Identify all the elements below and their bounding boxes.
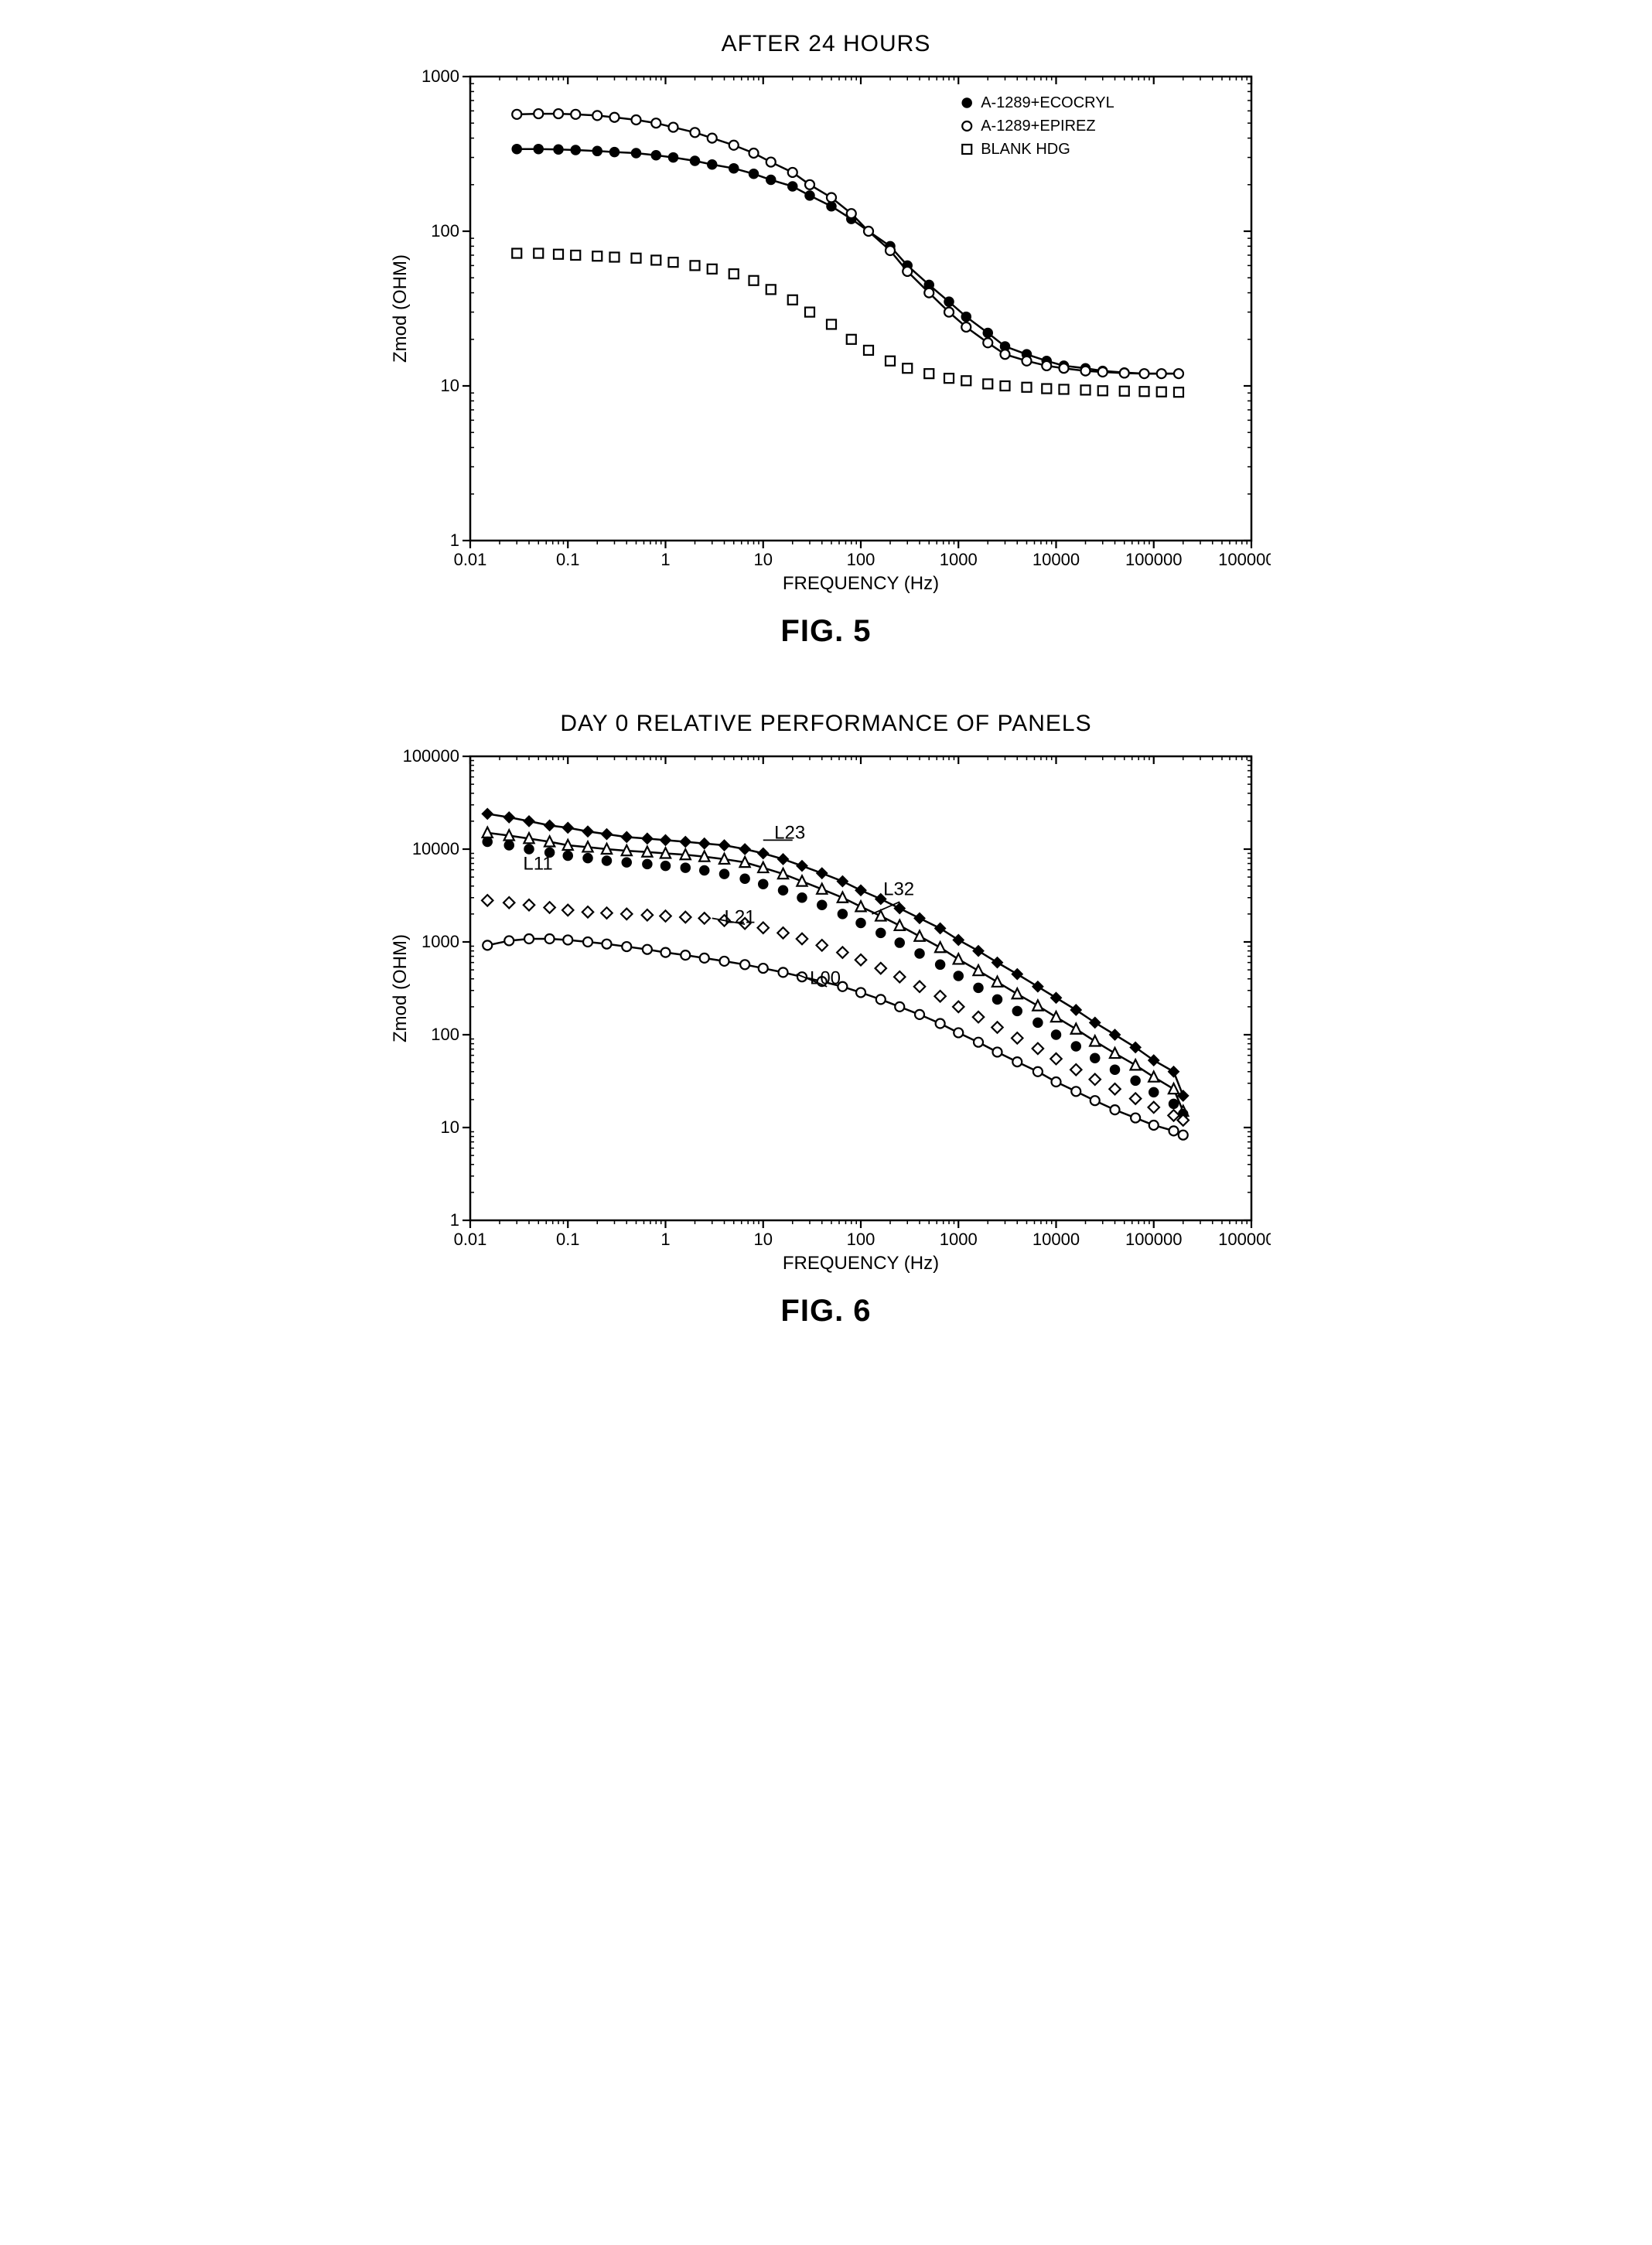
- svg-text:10000: 10000: [1032, 550, 1080, 569]
- svg-text:A-1289+ECOCRYL: A-1289+ECOCRYL: [981, 94, 1114, 111]
- svg-text:1000: 1000: [422, 67, 459, 86]
- fig6-chart: 0.01 0.1 1 10 100 1000 10000 100000 1000000 1 10 10…: [381, 745, 1271, 1286]
- figure-5: AFTER 24 HOURS 0.01 0.1 1 10 100 1000 10000 100…: [381, 31, 1271, 649]
- fig5-title: AFTER 24 HOURS: [381, 31, 1271, 57]
- svg-text:10: 10: [441, 376, 459, 395]
- svg-text:1: 1: [660, 1230, 670, 1249]
- svg-text:10000: 10000: [412, 839, 459, 858]
- svg-text:Zmod (OHM): Zmod (OHM): [390, 254, 411, 363]
- svg-text:BLANK HDG: BLANK HDG: [981, 141, 1070, 158]
- svg-text:FREQUENCY (Hz): FREQUENCY (Hz): [783, 573, 939, 594]
- svg-text:100: 100: [431, 1025, 459, 1044]
- fig6-title: DAY 0 RELATIVE PERFORMANCE OF PANELS: [381, 711, 1271, 737]
- svg-text:Zmod (OHM): Zmod (OHM): [390, 934, 411, 1042]
- svg-text:1: 1: [450, 1210, 459, 1230]
- fig5-chart: 0.01 0.1 1 10 100 1000 10000 100000 1000000 1 10 10…: [381, 65, 1271, 606]
- svg-text:1000000: 1000000: [1218, 550, 1271, 569]
- svg-text:100: 100: [847, 550, 875, 569]
- svg-text:1000000: 1000000: [1218, 1230, 1271, 1249]
- svg-text:10: 10: [754, 1230, 773, 1249]
- figure-6: DAY 0 RELATIVE PERFORMANCE OF PANELS 0.0…: [381, 711, 1271, 1329]
- svg-text:1000: 1000: [422, 932, 459, 951]
- svg-text:L21: L21: [725, 907, 756, 928]
- fig6-label: FIG. 6: [381, 1294, 1271, 1329]
- svg-text:10000: 10000: [1032, 1230, 1080, 1249]
- svg-text:0.1: 0.1: [556, 1230, 580, 1249]
- svg-text:L11: L11: [523, 854, 552, 875]
- svg-text:0.01: 0.01: [454, 550, 487, 569]
- svg-text:10: 10: [441, 1117, 459, 1137]
- svg-text:1: 1: [450, 531, 459, 550]
- svg-text:FREQUENCY (Hz): FREQUENCY (Hz): [783, 1253, 939, 1274]
- svg-text:A-1289+EPIREZ: A-1289+EPIREZ: [981, 118, 1095, 135]
- svg-text:100: 100: [431, 221, 459, 241]
- svg-text:0.01: 0.01: [454, 1230, 487, 1249]
- svg-text:100000: 100000: [1125, 1230, 1182, 1249]
- svg-text:100000: 100000: [403, 746, 459, 766]
- svg-text:10: 10: [754, 550, 773, 569]
- svg-text:1000: 1000: [940, 550, 978, 569]
- svg-text:1: 1: [660, 550, 670, 569]
- fig5-label: FIG. 5: [381, 614, 1271, 649]
- svg-text:100: 100: [847, 1230, 875, 1249]
- svg-text:1000: 1000: [940, 1230, 978, 1249]
- svg-text:L32: L32: [883, 879, 914, 899]
- svg-text:0.1: 0.1: [556, 550, 580, 569]
- svg-text:100000: 100000: [1125, 550, 1182, 569]
